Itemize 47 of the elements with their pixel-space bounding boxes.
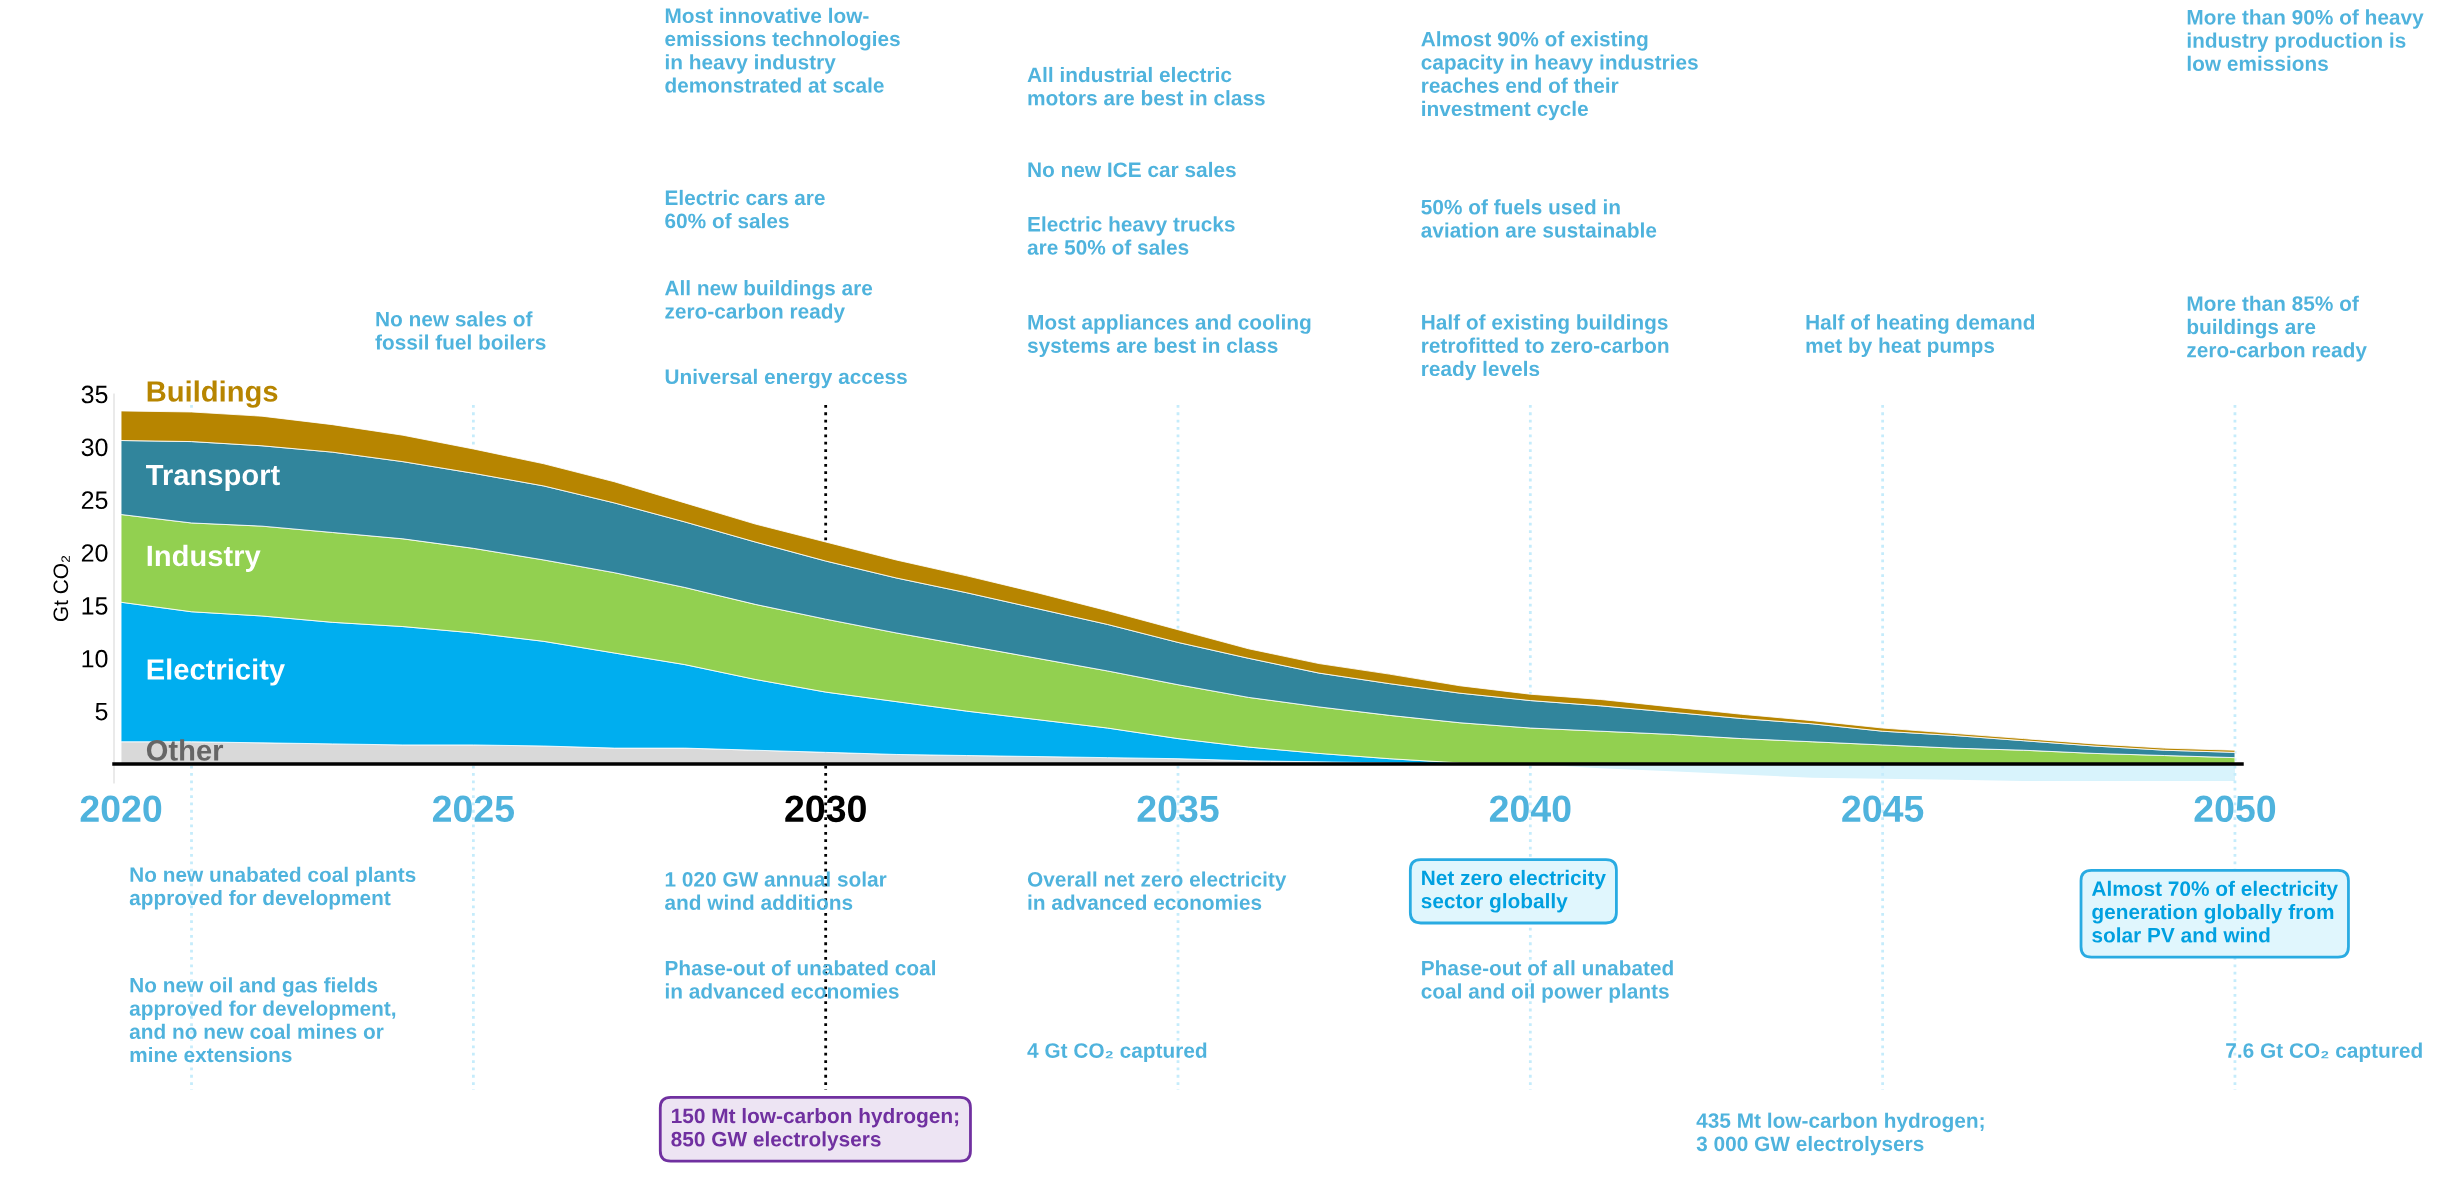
- y-tick-label: 25: [81, 491, 108, 510]
- x-tick-label: 2050: [2194, 795, 2276, 823]
- text: Phase-out of all unabated coal and oil power plants: [1421, 960, 1673, 1003]
- text: No new sales of fossil fuel boilers: [375, 311, 546, 350]
- text: Half of heating demand met by heat pumps: [1806, 314, 2035, 358]
- series-label: Buildings: [147, 380, 278, 408]
- text: 50% of fuels used in aviation are sustainable: [1421, 199, 1657, 238]
- y-tick-label: 5: [95, 702, 108, 721]
- text: Electric cars are 60% of sales: [665, 189, 825, 229]
- series-label: Other: [146, 739, 224, 761]
- y-tick-label: 30: [81, 438, 108, 457]
- text: 4 Gt CO₂ captured: [1027, 1042, 1207, 1063]
- y-axis-title: Gt CO₂: [53, 555, 70, 622]
- text: 1 020 GW annual solar and wind additions: [665, 871, 887, 910]
- y-tick-label: 35: [81, 385, 108, 404]
- y-tick-label: 10: [82, 649, 108, 668]
- x-tick-label: 2030: [785, 795, 866, 823]
- text: More than 90% of heavy industry production is low emissions: [2187, 9, 2424, 72]
- text: Almost 90% of existing capacity in heavy industries reaches end of their investment cycle: [1421, 31, 1698, 121]
- text: Electric heavy trucks are 50% of sales: [1027, 216, 1235, 255]
- x-tick-label: 2020: [80, 795, 162, 823]
- x-tick-label: 2025: [432, 795, 515, 823]
- x-tick-label: 2035: [1137, 795, 1219, 823]
- text: All new buildings are zero-carbon ready: [664, 280, 873, 323]
- y-tick-label: 20: [81, 544, 108, 562]
- series-label: Transport: [146, 464, 280, 492]
- text: All industrial electric motors are best in class: [1027, 66, 1265, 106]
- series-label: Industry: [147, 544, 261, 572]
- text: Half of existing buildings retrofitted to zero-carbon ready levels: [1422, 314, 1669, 381]
- text: 7.6 Gt CO₂ captured: [2226, 1042, 2422, 1063]
- text: No new oil and gas fields approved for development, and no new coal mines or mine extensions: [129, 977, 396, 1063]
- text: Phase-out of unabated coal in advanced economies: [665, 960, 936, 999]
- text: Most innovative low- emissions technologies in heavy industry demonstrated at scale: [665, 7, 900, 93]
- text: Almost 70% of electricity generation globally from solar PV and wind: [2091, 880, 2338, 943]
- text: More than 85% of buildings are zero-carbon ready: [2187, 295, 2367, 362]
- text: 150 Mt low-carbon hydrogen; 850 GW electrolysers: [671, 1107, 959, 1151]
- text: No new ICE car sales: [1028, 161, 1236, 178]
- y-tick-label: 15: [82, 597, 108, 615]
- x-tick-label: 2045: [1842, 795, 1924, 823]
- text: No new unabated coal plants approved for development: [129, 866, 416, 910]
- text: Net zero electricity sector globally: [1421, 869, 1606, 913]
- text: Universal energy access: [665, 368, 907, 389]
- text: Overall net zero electricity in advanced economies: [1027, 871, 1287, 910]
- series-label: Electricity: [147, 658, 285, 686]
- x-tick-label: 2040: [1489, 795, 1571, 823]
- text: Most appliances and cooling systems are best in class: [1027, 314, 1311, 358]
- text: 435 Mt low-carbon hydrogen; 3 000 GW electrolysers: [1696, 1112, 1984, 1156]
